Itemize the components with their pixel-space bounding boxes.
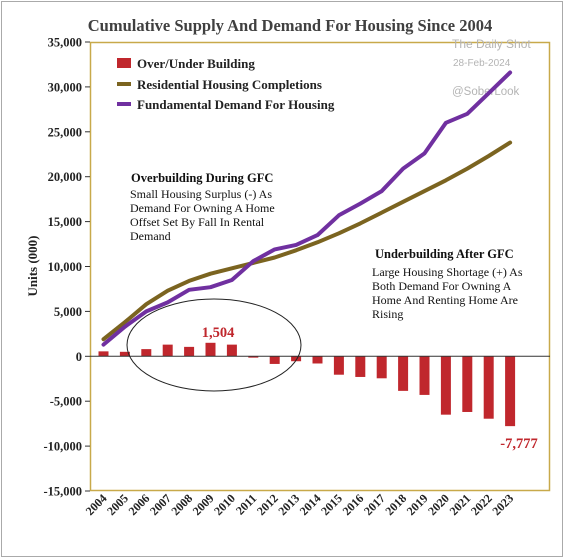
- bar-over-under: [419, 356, 430, 395]
- legend-label-over-under: Over/Under Building: [137, 56, 255, 71]
- y-tick-label: 10,000: [48, 260, 82, 274]
- bar-over-under: [98, 351, 109, 357]
- annotation-after-title: Underbuilding After GFC: [375, 247, 514, 261]
- bar-over-under: [376, 356, 387, 379]
- y-axis-label: Units (000): [25, 235, 40, 296]
- line-fundamental-demand: [101, 70, 513, 347]
- bar-over-under: [440, 356, 451, 415]
- annotation-gfc-line-4: Demand: [130, 229, 171, 243]
- bar-over-under: [505, 356, 516, 427]
- annotation-gfc: Overbuilding During GFC Small Housing Su…: [130, 171, 275, 243]
- y-tick-label: 5,000: [54, 305, 82, 319]
- bar-over-under: [205, 342, 216, 357]
- annotation-after-line-2: Both Demand For Owning A: [372, 279, 512, 293]
- y-tick-label: 30,000: [48, 80, 82, 94]
- y-tick-label: 15,000: [48, 215, 82, 229]
- bar-over-under: [398, 356, 409, 391]
- y-tick-label: -10,000: [43, 440, 82, 454]
- legend: Over/Under Building Residential Housing …: [117, 56, 335, 112]
- bar-over-under: [312, 356, 323, 364]
- lines: [101, 70, 513, 347]
- legend-label-demand: Fundamental Demand For Housing: [137, 97, 335, 112]
- y-tick-label: -15,000: [43, 485, 82, 499]
- legend-swatch-over-under: [117, 58, 131, 68]
- bar-over-under: [269, 356, 280, 364]
- y-tick-label: 35,000: [48, 36, 82, 50]
- annotation-gfc-line-2: Demand For Owning A Home: [130, 201, 275, 215]
- bar-over-under: [119, 351, 130, 357]
- bars: [98, 342, 516, 427]
- bar-over-under: [248, 356, 259, 358]
- y-tick-label: -5,000: [50, 395, 82, 409]
- bar-over-under: [162, 344, 173, 357]
- annotation-gfc-title: Overbuilding During GFC: [131, 171, 273, 185]
- watermark-source: The Daily Shot: [452, 37, 531, 51]
- watermark-handle: @SoberLook: [452, 86, 520, 98]
- bar-over-under: [226, 344, 237, 357]
- legend-label-completions: Residential Housing Completions: [137, 77, 322, 92]
- bar-over-under: [483, 356, 494, 419]
- trough-data-label: -7,777: [500, 436, 537, 452]
- bar-over-under: [333, 356, 344, 375]
- watermark-date: 28-Feb-2024: [453, 58, 511, 69]
- bar-over-under: [355, 356, 366, 377]
- plot-border: [89, 41, 551, 492]
- y-ticks: -15,000 -10,000 -5,000 0 5,000 10,000 15,000 20…: [43, 36, 90, 499]
- bar-over-under: [462, 356, 473, 412]
- annotation-after-gfc: Underbuilding After GFC Large Housing Sh…: [372, 247, 523, 321]
- y-tick-label: 25,000: [48, 125, 82, 139]
- peak-data-label: 1,504: [202, 325, 235, 341]
- annotation-gfc-line-3: Offset Set By Fall In Rental: [130, 215, 265, 229]
- y-tick-label: 20,000: [48, 170, 82, 184]
- annotation-after-line-4: Rising: [372, 307, 403, 321]
- annotation-gfc-line-1: Small Housing Surplus (-) As: [130, 187, 272, 201]
- bar-over-under: [184, 346, 195, 357]
- bar-over-under: [291, 356, 302, 362]
- annotation-after-line-1: Large Housing Shortage (+) As: [372, 265, 523, 279]
- annotation-after-line-3: Home And Renting Home Are: [372, 293, 518, 307]
- chart-title: Cumulative Supply And Demand For Housing…: [88, 16, 493, 35]
- line-residential-completions: [101, 140, 513, 342]
- bar-over-under: [141, 349, 152, 357]
- y-tick-label: 0: [76, 350, 82, 364]
- gfc-highlight-ellipse: [126, 298, 302, 392]
